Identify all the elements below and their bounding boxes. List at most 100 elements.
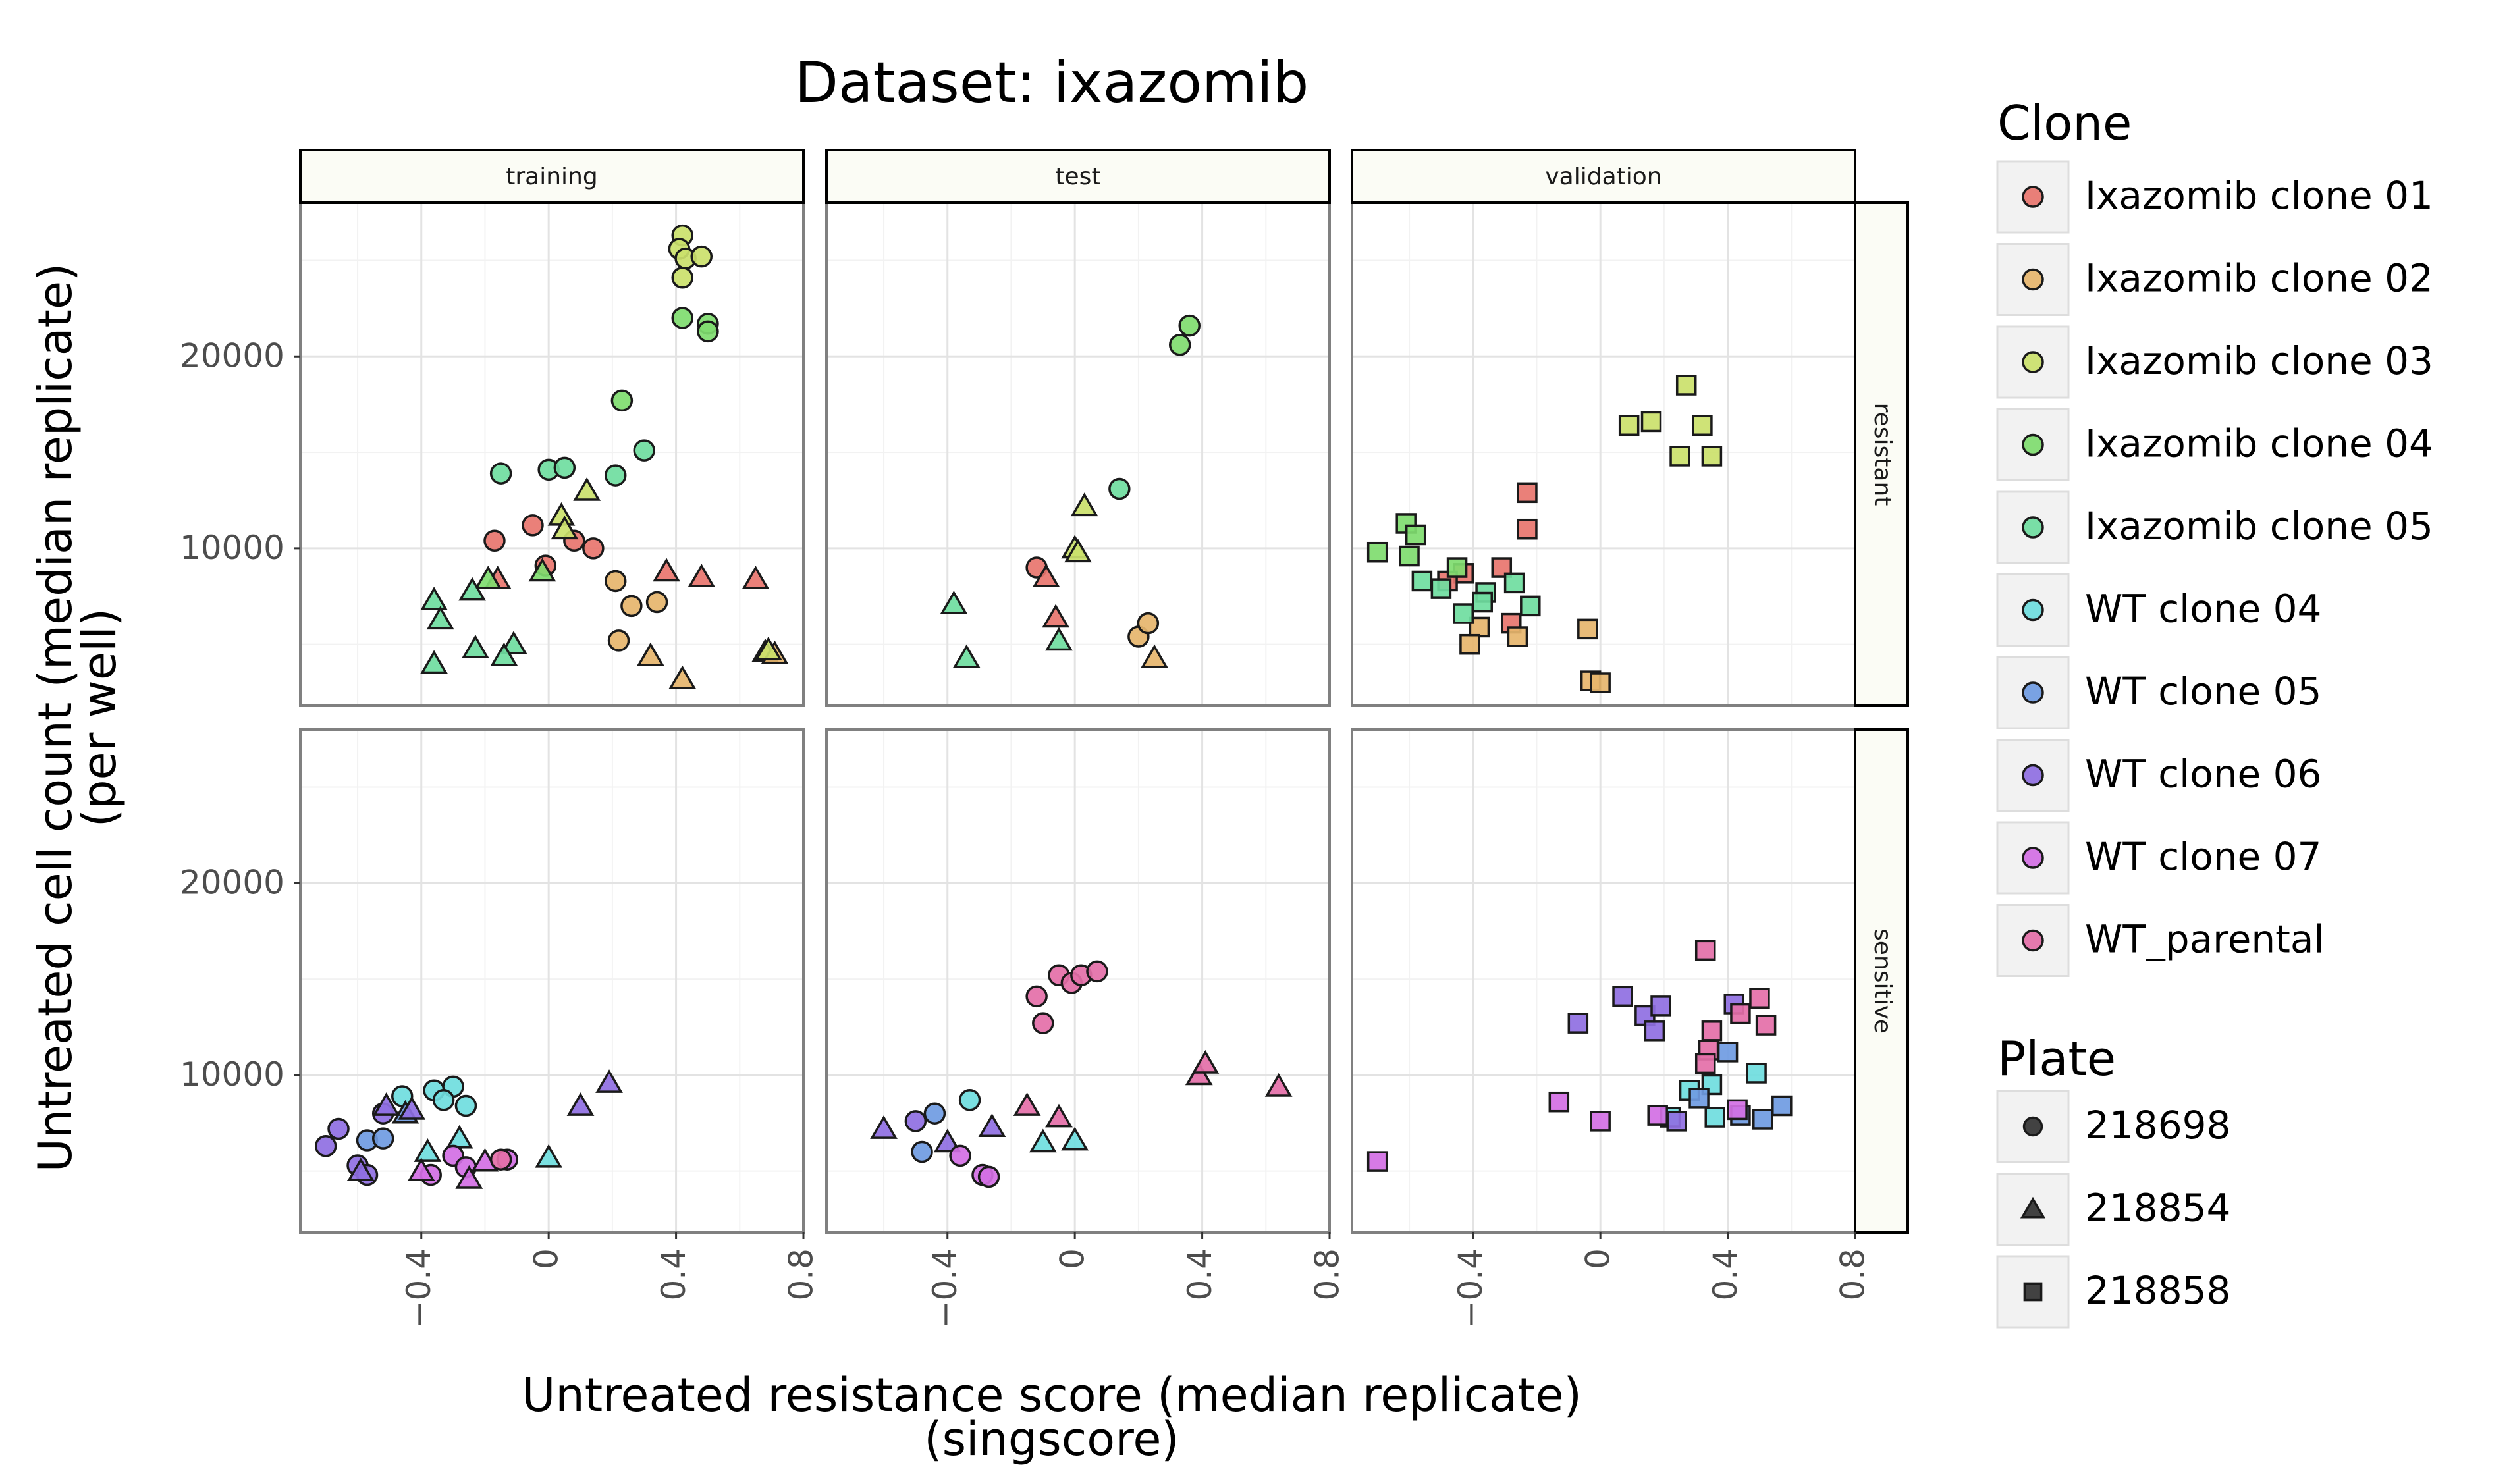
x-tick-label: 0 [527, 1248, 566, 1269]
data-point [633, 439, 655, 462]
data-point [1567, 1013, 1589, 1034]
data-point [371, 1127, 394, 1150]
panel-border [299, 728, 805, 1234]
data-point [490, 642, 518, 666]
legend-label-clone: WT clone 05 [2085, 669, 2321, 714]
data-point [933, 1128, 961, 1153]
data-point [1411, 570, 1433, 592]
data-point [483, 529, 506, 552]
legend-item-clone: WT clone 06 [1996, 739, 2321, 812]
data-point [455, 1165, 483, 1189]
data-point [327, 1117, 350, 1140]
legend-marker [2022, 516, 2044, 539]
data-point [1517, 482, 1538, 504]
data-point [1692, 415, 1713, 437]
data-point [697, 320, 719, 343]
legend-label-plate: 218858 [2085, 1268, 2230, 1313]
data-point [671, 266, 694, 289]
data-point [573, 477, 601, 501]
data-point [1771, 1095, 1793, 1117]
x-tick-label: −0.4 [1451, 1248, 1490, 1328]
data-point [671, 307, 694, 329]
data-point [414, 1138, 442, 1162]
data-point [1430, 578, 1452, 599]
facet-strip-validation [1351, 149, 1856, 204]
data-point [1517, 518, 1538, 540]
data-point [1752, 1109, 1773, 1130]
legend-marker [2022, 764, 2044, 787]
data-point [1590, 1111, 1611, 1132]
data-point [1108, 477, 1131, 500]
data-point [489, 1148, 512, 1171]
legend-item-clone: Ixazomib clone 02 [1996, 243, 2433, 316]
data-point [1264, 1073, 1293, 1097]
data-point [742, 566, 770, 589]
data-point [1029, 1128, 1057, 1153]
data-point [1730, 1003, 1751, 1024]
data-point [870, 1115, 898, 1139]
data-point [454, 1094, 477, 1117]
facet-label-training: training [506, 163, 597, 190]
legend-key-background [1996, 1255, 2070, 1329]
legend-item-clone: Ixazomib clone 01 [1996, 160, 2433, 234]
data-point [1141, 644, 1168, 668]
legend-title-plate: Plate [1997, 1031, 2116, 1086]
data-point [1647, 1105, 1668, 1126]
legend-marker [2020, 1196, 2046, 1219]
legend-label-clone: Ixazomib clone 02 [2085, 256, 2433, 301]
facet-strip-sensitive [1854, 728, 1909, 1234]
x-tick-label: 0.8 [782, 1248, 821, 1301]
data-point [604, 570, 627, 593]
data-point [1366, 1151, 1388, 1172]
data-point [1472, 591, 1494, 613]
data-point [582, 537, 605, 560]
data-point [690, 245, 713, 268]
data-point [1191, 1049, 1220, 1074]
facet-label-validation: validation [1545, 163, 1661, 190]
legend-item-clone: Ixazomib clone 03 [1996, 325, 2433, 399]
data-point [1694, 1053, 1716, 1074]
legend-marker [2022, 681, 2044, 704]
legend-marker [2022, 186, 2044, 208]
legend-marker [2022, 598, 2044, 622]
data-point [1045, 1103, 1073, 1128]
data-point [1025, 985, 1048, 1008]
data-point [978, 1113, 1006, 1137]
data-point [458, 577, 487, 601]
data-point [1459, 633, 1480, 655]
data-point [1590, 672, 1611, 693]
data-point [911, 1140, 933, 1163]
y-tick-label: 20000 [180, 336, 284, 375]
chart-title: Dataset: ixazomib [795, 50, 1309, 116]
legend-item-plate: 218854 [1996, 1173, 2230, 1246]
data-point [1694, 940, 1716, 961]
x-tick-label: 0 [1054, 1248, 1092, 1269]
data-point [346, 1157, 375, 1182]
data-point [1137, 612, 1160, 635]
x-tick-label: −0.4 [400, 1248, 438, 1328]
data-point [314, 1135, 337, 1157]
data-point [1086, 960, 1108, 983]
y-tick-label: 10000 [180, 1055, 284, 1094]
data-point [462, 635, 489, 658]
data-point [1727, 1099, 1748, 1121]
data-point [1064, 539, 1092, 563]
data-point [595, 1069, 623, 1093]
data-point [553, 456, 576, 479]
data-point [1704, 1107, 1725, 1128]
y-tick-label: 10000 [180, 529, 284, 567]
data-point [1755, 1015, 1777, 1036]
x-tick-label: 0.4 [1181, 1248, 1219, 1301]
data-point [620, 595, 643, 618]
data-point [1666, 1111, 1687, 1132]
data-point [1746, 1063, 1767, 1084]
data-point [1640, 411, 1662, 433]
data-point [1520, 595, 1541, 617]
data-point [952, 644, 981, 668]
data-point [1577, 618, 1598, 640]
data-point [1669, 446, 1690, 467]
facet-label-sensitive: sensitive [1869, 928, 1896, 1034]
data-point [432, 1089, 455, 1111]
legend-label-clone: WT clone 06 [2085, 752, 2321, 797]
data-point [1717, 1042, 1739, 1063]
